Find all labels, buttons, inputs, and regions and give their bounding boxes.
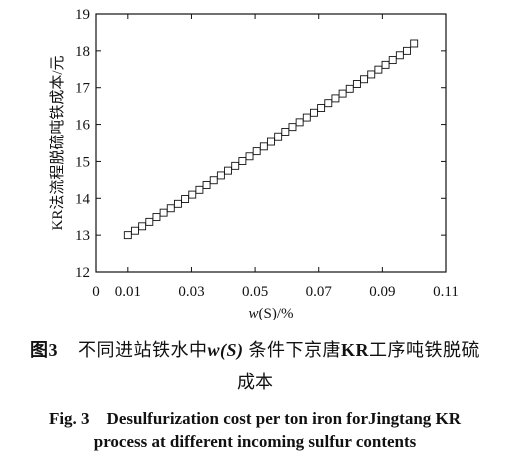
caption-cn-variable: w(S) [207,340,244,360]
data-point [195,185,204,194]
data-point [317,104,326,112]
x-tick-label: 0.01 [115,284,141,300]
figure-caption-en-line1: Fig. 3 Desulfurization cost per ton iron… [48,409,462,428]
data-point [209,176,218,185]
data-point [181,195,190,203]
data-point [331,94,340,103]
y-tick-label: 13 [75,228,90,244]
x-axis-title: w(S)/% [248,306,293,320]
data-point [259,142,268,151]
data-point [381,60,390,69]
x-axis: 0 0.01 0.03 0.05 0.07 0.09 0.11 [92,14,459,300]
data-point [131,226,139,235]
data-point [152,213,161,222]
data-point [403,46,411,55]
y-tick-label: 16 [75,118,91,134]
data-point [374,65,383,74]
y-tick-label: 15 [75,154,90,170]
plot-border [95,13,447,273]
data-point [231,161,240,170]
data-point [245,152,254,161]
x-tick-label: 0.05 [242,284,268,300]
data-point [310,108,318,117]
data-point [224,166,232,175]
y-axis: 12 13 14 15 16 17 18 19 [75,7,446,281]
caption-cn-text-2: 条件下京唐 [248,340,341,360]
x-tick-label: 0.11 [433,284,459,300]
data-point [123,231,132,240]
data-point [345,84,354,93]
figure-caption-cn-line2: 成本 [237,372,273,392]
y-tick-label: 14 [75,191,91,207]
caption-cn-text-3: 工序吨铁脱硫 [369,340,480,360]
data-point [410,39,419,48]
data-point [188,190,197,199]
caption-figure-label: 图3 [29,340,58,360]
data-point [338,89,347,98]
plot-frame [95,13,447,273]
data-point [367,70,376,79]
data-point [202,181,211,189]
data-point [252,147,261,156]
caption-cn-kr: KR [341,340,369,360]
data-point [274,132,283,141]
data-point [238,157,247,166]
data-point [324,99,333,108]
data-point [302,113,311,122]
data-point [166,204,175,213]
data-point [395,51,404,60]
y-axis-title: KR法流程脱硫吨铁成本/元 [49,55,66,230]
data-point [388,56,397,65]
x-tick-label: 0.07 [306,284,333,300]
data-point [360,75,369,84]
caption-cn-text-1: 不同进站铁水中 [77,340,208,360]
figure-caption-cn: 图3 不同进站铁水中w(S) 条件下京唐KR工序吨铁脱硫 [0,336,510,362]
data-point [288,123,297,132]
data-point [295,118,304,127]
y-tick-label: 17 [75,81,91,97]
data-point [267,137,275,146]
x-tick-label: 0 [92,284,100,300]
scatter-chart: 0 0.01 0.03 0.05 0.07 0.09 0.11 12 13 14 15 16 17 18… [49,7,459,320]
data-point [159,208,168,217]
data-point [281,127,290,136]
data-point [352,80,361,88]
y-tick-label: 19 [75,7,90,23]
data-point [145,217,154,226]
y-tick-label: 18 [75,44,90,60]
x-tick-label: 0.09 [369,284,395,300]
data-points [123,39,419,240]
x-tick-label: 0.03 [178,284,204,300]
data-point [173,199,182,208]
data-point [138,222,147,231]
data-point [216,171,225,180]
figure-caption-en-line2: process at different incoming sulfur con… [93,432,417,451]
y-tick-label: 12 [75,265,90,281]
